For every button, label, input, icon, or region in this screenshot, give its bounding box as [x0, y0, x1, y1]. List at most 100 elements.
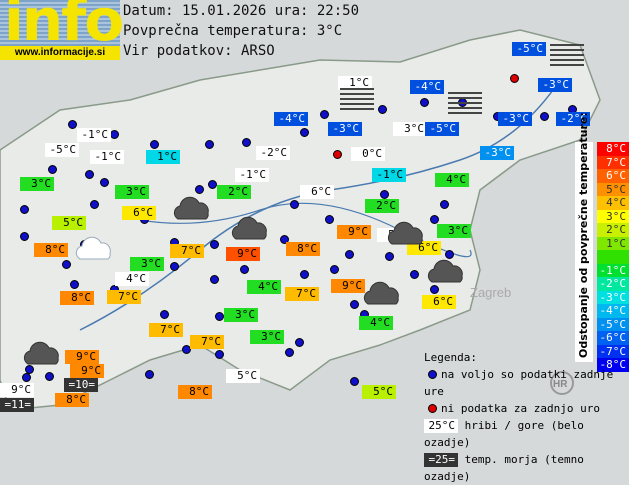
- station-dot[interactable]: [182, 345, 191, 354]
- temperature-label[interactable]: -5°C: [512, 42, 546, 56]
- temperature-label[interactable]: 3°C: [20, 177, 54, 191]
- temperature-label[interactable]: -3°C: [498, 112, 532, 126]
- station-dot[interactable]: [445, 250, 454, 259]
- station-dot[interactable]: [330, 265, 339, 274]
- temperature-label[interactable]: -4°C: [274, 112, 308, 126]
- temperature-label[interactable]: 8°C: [34, 243, 68, 257]
- station-dot[interactable]: [22, 373, 31, 382]
- station-dot[interactable]: [290, 200, 299, 209]
- station-dot[interactable]: [195, 185, 204, 194]
- station-dot[interactable]: [430, 215, 439, 224]
- station-dot[interactable]: [20, 205, 29, 214]
- station-dot[interactable]: [540, 112, 549, 121]
- temperature-label[interactable]: 7°C: [149, 323, 183, 337]
- station-dot-no-data[interactable]: [333, 150, 342, 159]
- station-dot[interactable]: [62, 260, 71, 269]
- station-dot[interactable]: [345, 250, 354, 259]
- station-dot[interactable]: [300, 270, 309, 279]
- temperature-label[interactable]: 3°C: [437, 224, 471, 238]
- station-dot[interactable]: [350, 377, 359, 386]
- temperature-label[interactable]: 4°C: [247, 280, 281, 294]
- temperature-label[interactable]: 9°C: [65, 350, 99, 364]
- temperature-label[interactable]: -3°C: [480, 146, 514, 160]
- temperature-label[interactable]: 8°C: [60, 291, 94, 305]
- station-dot[interactable]: [210, 275, 219, 284]
- temperature-label[interactable]: 3°C: [130, 257, 164, 271]
- temperature-label[interactable]: -1°C: [372, 168, 406, 182]
- temperature-label[interactable]: -3°C: [538, 78, 572, 92]
- temperature-label[interactable]: 5°C: [52, 216, 86, 230]
- temperature-label[interactable]: -5°C: [425, 122, 459, 136]
- temperature-label[interactable]: 8°C: [286, 242, 320, 256]
- temperature-label[interactable]: 1°C: [146, 150, 180, 164]
- temperature-label[interactable]: -3°C: [328, 122, 362, 136]
- temperature-label[interactable]: 8°C: [55, 393, 89, 407]
- station-dot[interactable]: [295, 338, 304, 347]
- temperature-label[interactable]: =11=: [0, 398, 34, 412]
- station-dot[interactable]: [160, 310, 169, 319]
- station-dot[interactable]: [70, 280, 79, 289]
- station-dot[interactable]: [215, 312, 224, 321]
- station-dot[interactable]: [85, 170, 94, 179]
- station-dot[interactable]: [300, 128, 309, 137]
- temperature-label[interactable]: -2°C: [556, 112, 590, 126]
- station-dot[interactable]: [242, 138, 251, 147]
- logo-url[interactable]: www.informacije.si: [0, 46, 120, 60]
- temperature-label[interactable]: 9°C: [337, 225, 371, 239]
- temperature-label[interactable]: 0°C: [351, 147, 385, 161]
- temperature-label[interactable]: 6°C: [300, 185, 334, 199]
- station-dot[interactable]: [45, 372, 54, 381]
- station-dot[interactable]: [215, 350, 224, 359]
- temperature-label[interactable]: 6°C: [422, 295, 456, 309]
- temperature-label[interactable]: -4°C: [410, 80, 444, 94]
- temperature-label[interactable]: -1°C: [90, 150, 124, 164]
- station-dot[interactable]: [68, 120, 77, 129]
- temperature-label[interactable]: 9°C: [331, 279, 365, 293]
- temperature-label[interactable]: 5°C: [362, 385, 396, 399]
- station-dot[interactable]: [90, 200, 99, 209]
- temperature-label[interactable]: 4°C: [115, 272, 149, 286]
- station-dot[interactable]: [350, 300, 359, 309]
- temperature-label[interactable]: =10=: [64, 378, 98, 392]
- temperature-label[interactable]: -5°C: [45, 143, 79, 157]
- temperature-label[interactable]: 4°C: [435, 173, 469, 187]
- station-dot[interactable]: [420, 98, 429, 107]
- station-dot[interactable]: [410, 270, 419, 279]
- temperature-label[interactable]: -2°C: [256, 146, 290, 160]
- temperature-label[interactable]: 9°C: [226, 247, 260, 261]
- station-dot[interactable]: [145, 370, 154, 379]
- station-dot[interactable]: [110, 130, 119, 139]
- station-dot[interactable]: [170, 262, 179, 271]
- temperature-label[interactable]: 9°C: [70, 364, 104, 378]
- temperature-label[interactable]: 7°C: [285, 287, 319, 301]
- temperature-label[interactable]: -1°C: [77, 128, 111, 142]
- station-dot[interactable]: [48, 165, 57, 174]
- station-dot[interactable]: [325, 215, 334, 224]
- station-dot[interactable]: [280, 235, 289, 244]
- station-dot[interactable]: [240, 265, 249, 274]
- temperature-label[interactable]: 5°C: [226, 369, 260, 383]
- temperature-label[interactable]: 9°C: [0, 383, 34, 397]
- station-dot[interactable]: [320, 110, 329, 119]
- station-dot[interactable]: [100, 178, 109, 187]
- station-dot[interactable]: [205, 140, 214, 149]
- temperature-label[interactable]: 4°C: [359, 316, 393, 330]
- temperature-label[interactable]: -1°C: [235, 168, 269, 182]
- temperature-label[interactable]: 7°C: [107, 290, 141, 304]
- station-dot[interactable]: [150, 140, 159, 149]
- temperature-label[interactable]: 1°C: [338, 76, 372, 90]
- station-dot[interactable]: [440, 200, 449, 209]
- station-dot[interactable]: [380, 190, 389, 199]
- logo[interactable]: info www.informacije.si: [0, 0, 124, 60]
- station-dot-no-data[interactable]: [510, 74, 519, 83]
- temperature-label[interactable]: 3°C: [115, 185, 149, 199]
- temperature-label[interactable]: 3°C: [393, 122, 427, 136]
- temperature-label[interactable]: 3°C: [224, 308, 258, 322]
- temperature-label[interactable]: 7°C: [170, 244, 204, 258]
- station-dot[interactable]: [20, 232, 29, 241]
- station-dot[interactable]: [430, 285, 439, 294]
- temperature-label[interactable]: 7°C: [190, 335, 224, 349]
- station-dot[interactable]: [378, 105, 387, 114]
- temperature-label[interactable]: 3°C: [250, 330, 284, 344]
- temperature-label[interactable]: 2°C: [217, 185, 251, 199]
